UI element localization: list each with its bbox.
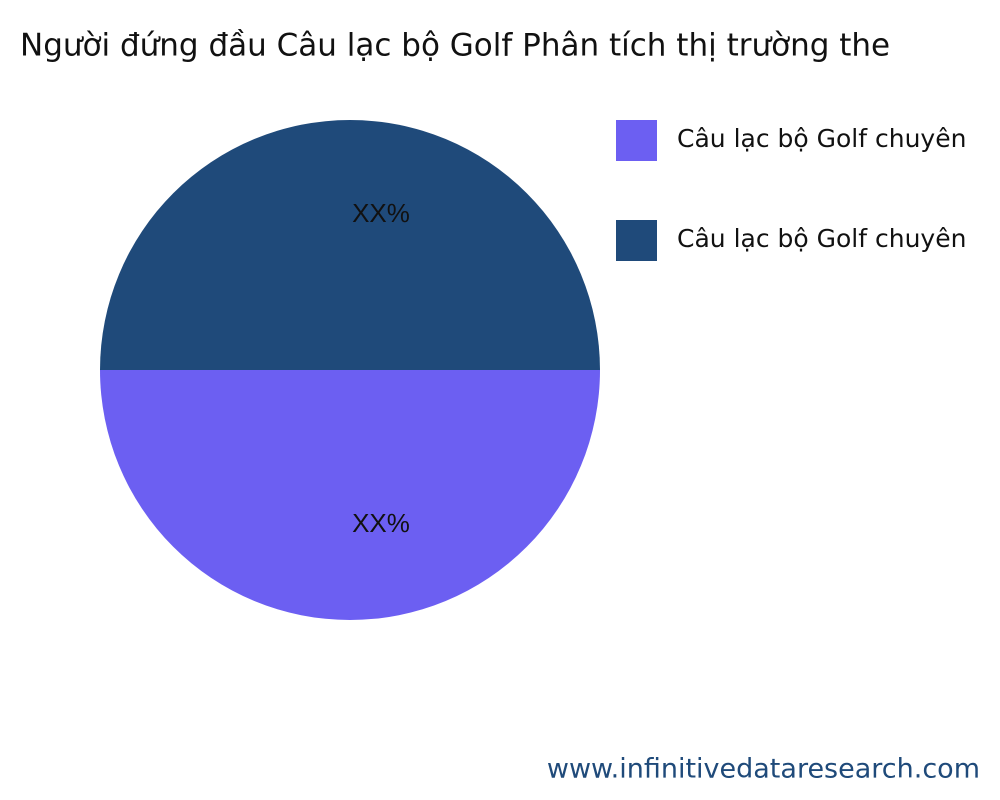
chart-title: Người đứng đầu Câu lạc bộ Golf Phân tích…: [20, 28, 890, 64]
slice-label: XX%: [352, 508, 410, 538]
pie-slice: [100, 120, 600, 370]
slice-label: XX%: [352, 198, 410, 228]
legend-swatch: [616, 220, 657, 261]
legend-label: Câu lạc bộ Golf chuyên: [677, 124, 966, 153]
legend-swatch: [616, 120, 657, 161]
legend-label: Câu lạc bộ Golf chuyên: [677, 224, 966, 253]
pie-slice: [100, 370, 600, 620]
footer-link: www.infinitivedataresearch.com: [547, 754, 980, 785]
